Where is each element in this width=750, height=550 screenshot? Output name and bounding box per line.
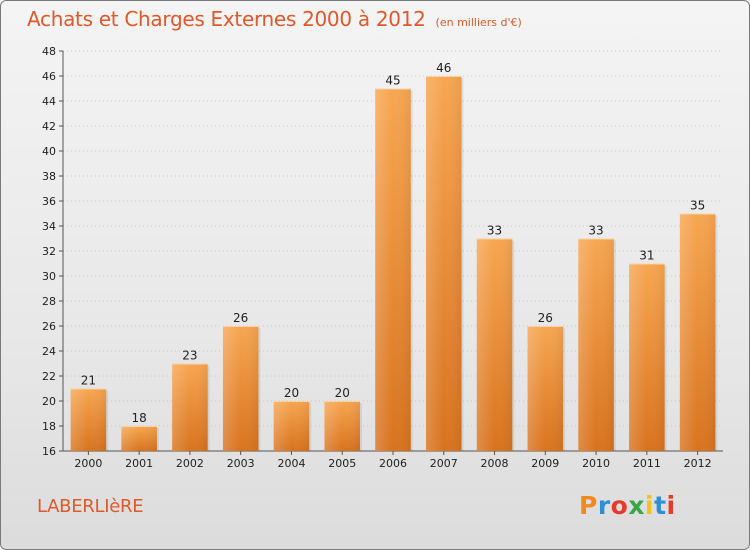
data-label: 20 <box>335 386 350 400</box>
y-tick-label: 38 <box>42 170 56 183</box>
x-tick-label: 2009 <box>531 457 559 470</box>
y-tick-label: 32 <box>42 245 56 258</box>
bar-highlight <box>121 426 157 451</box>
x-tick-label: 2006 <box>379 457 407 470</box>
bar-highlight <box>679 213 716 451</box>
data-label: 23 <box>182 349 197 363</box>
title-row: Achats et Charges Externes 2000 à 2012 (e… <box>27 7 522 31</box>
bar-highlight <box>375 88 411 451</box>
y-tick-label: 20 <box>42 395 56 408</box>
y-tick-label: 22 <box>42 370 56 383</box>
data-label: 18 <box>132 411 147 425</box>
y-tick-label: 48 <box>42 45 56 58</box>
y-tick-label: 16 <box>42 445 56 458</box>
proxiti-logo: Proxiti <box>579 491 676 520</box>
x-tick-label: 2003 <box>227 457 255 470</box>
logo-letter: P <box>579 491 598 520</box>
logo-letter: r <box>597 491 611 520</box>
data-label: 33 <box>487 224 502 238</box>
data-label: 46 <box>436 61 451 75</box>
data-label: 35 <box>690 199 705 213</box>
y-tick-label: 26 <box>42 320 56 333</box>
bar-highlight <box>426 76 462 451</box>
y-tick-label: 46 <box>42 70 56 83</box>
y-tick-label: 30 <box>42 270 56 283</box>
data-label: 21 <box>81 374 96 388</box>
logo-letter: x <box>628 491 645 520</box>
y-tick-label: 18 <box>42 420 56 433</box>
bar-highlight <box>629 263 665 451</box>
x-tick-label: 2011 <box>633 457 661 470</box>
y-tick-label: 24 <box>42 345 56 358</box>
logo-letter: i <box>666 491 676 520</box>
bar-highlight <box>222 326 259 451</box>
bar-highlight <box>527 326 564 451</box>
x-tick-label: 2002 <box>176 457 204 470</box>
x-tick-label: 2000 <box>74 457 102 470</box>
data-label: 20 <box>284 386 299 400</box>
data-label: 31 <box>639 249 654 263</box>
x-tick-label: 2010 <box>582 457 610 470</box>
chart-title: Achats et Charges Externes 2000 à 2012 <box>27 7 426 31</box>
y-tick-label: 36 <box>42 195 56 208</box>
bar-highlight <box>273 401 310 451</box>
y-tick-label: 28 <box>42 295 56 308</box>
bar-highlight <box>476 238 513 451</box>
x-tick-label: 2004 <box>277 457 305 470</box>
bar-highlight <box>324 401 360 451</box>
data-label: 26 <box>233 311 248 325</box>
bar-highlight <box>172 363 208 451</box>
data-label: 26 <box>538 311 553 325</box>
bar-highlight <box>70 388 107 451</box>
y-tick-label: 42 <box>42 120 56 133</box>
logo-letter: t <box>654 491 667 520</box>
y-tick-label: 34 <box>42 220 56 233</box>
y-tick-label: 40 <box>42 145 56 158</box>
x-tick-label: 2007 <box>430 457 458 470</box>
logo-letter: i <box>645 491 655 520</box>
data-label: 45 <box>385 74 400 88</box>
x-tick-label: 2012 <box>684 457 712 470</box>
commune-name: LABERLIèRE <box>37 496 144 517</box>
x-tick-label: 2008 <box>481 457 509 470</box>
x-tick-label: 2005 <box>328 457 356 470</box>
y-tick-label: 44 <box>42 95 56 108</box>
bar-highlight <box>578 238 614 451</box>
data-label: 33 <box>588 224 603 238</box>
unit-note: (en milliers d'€) <box>435 16 522 29</box>
logo-letter: o <box>610 491 629 520</box>
x-tick-label: 2001 <box>125 457 153 470</box>
